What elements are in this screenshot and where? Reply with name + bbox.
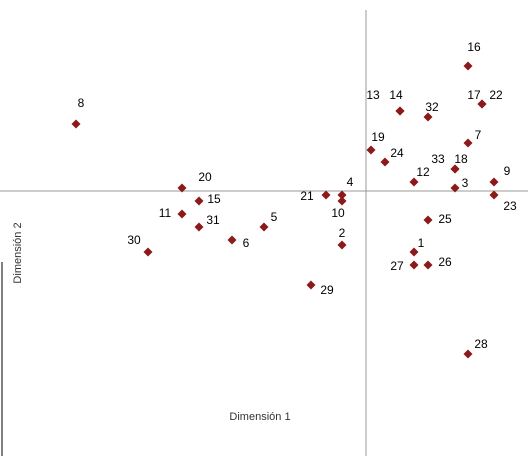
point-label: 33 xyxy=(431,152,445,166)
y-axis-label: Dimensión 2 xyxy=(12,222,24,283)
point xyxy=(477,99,487,109)
point-label: 12 xyxy=(416,165,430,179)
point-label: 15 xyxy=(207,192,221,206)
point xyxy=(423,112,433,122)
point xyxy=(450,164,460,174)
point xyxy=(366,145,376,155)
point xyxy=(227,235,237,245)
point xyxy=(409,247,419,257)
point-label: 5 xyxy=(271,210,278,224)
point-label: 4 xyxy=(347,175,354,189)
point-label: 25 xyxy=(438,212,452,226)
point-label: 2 xyxy=(339,226,346,240)
point-label: 21 xyxy=(300,189,314,203)
point xyxy=(395,106,405,116)
point-label: 3 xyxy=(462,176,469,190)
point-label: 30 xyxy=(127,233,141,247)
point xyxy=(409,260,419,270)
point xyxy=(463,349,473,359)
point-label: 6 xyxy=(243,236,250,250)
point-label: 8 xyxy=(78,96,85,110)
point-label: 20 xyxy=(198,170,212,184)
point xyxy=(259,222,269,232)
point xyxy=(489,190,499,200)
point-label: 26 xyxy=(438,255,452,269)
point-label: 23 xyxy=(503,199,517,213)
point-label: 9 xyxy=(504,164,511,178)
point xyxy=(337,240,347,250)
point xyxy=(71,119,81,129)
point-label: 10 xyxy=(331,206,345,220)
x-axis-label: Dimensión 1 xyxy=(229,411,290,423)
point-label: 13 xyxy=(366,88,380,102)
point xyxy=(321,190,331,200)
point-label: 7 xyxy=(475,128,482,142)
point xyxy=(380,157,390,167)
point xyxy=(489,177,499,187)
point-label: 1 xyxy=(418,236,425,250)
point-label: 19 xyxy=(371,130,385,144)
point xyxy=(337,196,347,206)
point xyxy=(194,222,204,232)
point-label: 27 xyxy=(390,259,404,273)
point xyxy=(423,215,433,225)
point xyxy=(463,61,473,71)
point-label: 18 xyxy=(454,152,468,166)
point-label: 24 xyxy=(390,146,404,160)
point xyxy=(177,209,187,219)
point xyxy=(306,280,316,290)
point-label: 11 xyxy=(159,206,172,220)
point-label: 14 xyxy=(389,88,403,102)
point xyxy=(450,183,460,193)
point-label: 16 xyxy=(467,40,481,54)
point-label: 32 xyxy=(425,100,439,114)
point xyxy=(143,247,153,257)
point-label: 29 xyxy=(320,283,334,297)
point xyxy=(194,196,204,206)
point-label: 28 xyxy=(474,337,488,351)
point xyxy=(463,138,473,148)
point xyxy=(337,190,347,200)
point-label: 31 xyxy=(206,213,220,227)
point-label: 22 xyxy=(489,88,503,102)
point xyxy=(177,183,187,193)
point xyxy=(409,177,419,187)
point xyxy=(423,260,433,270)
point-label: 17 xyxy=(467,88,481,102)
